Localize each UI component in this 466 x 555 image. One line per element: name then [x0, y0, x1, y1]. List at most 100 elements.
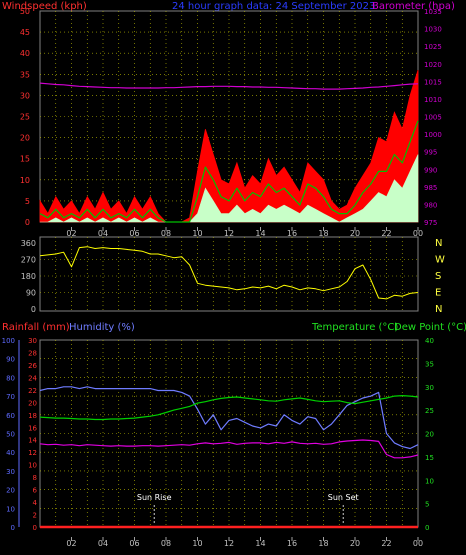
barometer-tick-1000: 1000: [424, 131, 442, 139]
temp-time-label-08: 08: [161, 539, 171, 548]
temperature-series: [39, 395, 419, 421]
temperature-tick-20: 20: [425, 431, 434, 439]
temp-time-label-22: 22: [381, 539, 391, 548]
barometer-tick-1015: 1015: [424, 78, 442, 86]
barometer-tick-985: 985: [424, 184, 437, 192]
humidity-tick-20: 20: [6, 487, 15, 495]
humidity-tick-100: 100: [2, 337, 15, 345]
direction-tick-360: 360: [21, 239, 36, 248]
direction-series: [39, 246, 419, 300]
temperature-tick-25: 25: [425, 407, 434, 415]
wind-time-label-00: 00: [413, 229, 423, 238]
chart-title: 24 hour graph data: 24 September 2023: [172, 1, 375, 12]
rainfall-tick-6: 6: [33, 487, 38, 495]
temp-panel-grid: [40, 340, 418, 527]
temperature-tick-40: 40: [425, 337, 434, 345]
compass-label-4: N: [435, 304, 442, 315]
sun-marker-label-0: Sun Rise: [137, 493, 172, 502]
temp-time-label-16: 16: [287, 539, 297, 548]
temp-time-label-10: 10: [192, 539, 202, 548]
direction-series-line: [39, 246, 419, 300]
sun-markers: Sun Rise Sun Set: [137, 493, 359, 525]
temperature-tick-5: 5: [425, 501, 429, 509]
temp-time-label-04: 04: [98, 539, 108, 548]
humidity-axis: 0 10 20 30 40 50 60 70 80 90 100: [2, 337, 20, 532]
wind-low-series: [40, 154, 419, 223]
temperature-axis-title: Temperature (°C): [311, 322, 398, 333]
temp-series: [39, 386, 419, 529]
temperature-axis: 0 5 10 15 20 25 30 35 40: [425, 337, 434, 532]
sun-marker-label-1: Sun Set: [328, 493, 359, 502]
temp-time-label-12: 12: [224, 539, 234, 548]
humidity-tick-90: 90: [6, 356, 15, 364]
humidity-tick-70: 70: [6, 393, 15, 401]
barometer-tick-1025: 1025: [424, 43, 442, 51]
windspeed-axis-title: Windspeed (kph): [2, 1, 87, 12]
humidity-tick-10: 10: [6, 505, 15, 513]
direction-degree-axis: 0 90 180 270 360: [21, 239, 36, 314]
temp-time-label-06: 06: [129, 539, 139, 548]
compass-label-0: N: [435, 238, 442, 249]
temp-time-label-18: 18: [318, 539, 328, 548]
humidity-tick-30: 30: [6, 468, 15, 476]
temp-time-axis: 02 04 06 08 10 12 14 16 18 20 22 00: [66, 537, 423, 548]
compass-label-3: E: [435, 288, 441, 299]
windspeed-tick-40: 40: [20, 49, 30, 58]
compass-label-2: S: [435, 271, 441, 282]
temp-time-label-02: 02: [66, 539, 76, 548]
rainfall-tick-2: 2: [33, 512, 37, 520]
humidity-axis-title: Humidity (%): [69, 322, 135, 333]
wind-time-label-10: 10: [192, 229, 202, 238]
windspeed-tick-35: 35: [20, 70, 30, 79]
barometer-tick-1035: 1035: [424, 8, 442, 16]
wind-time-axis: 02 04 06 08 10 12 14 16 18 20 22 00: [66, 227, 423, 238]
wind-time-label-16: 16: [287, 229, 297, 238]
windspeed-tick-10: 10: [20, 176, 30, 185]
wind-time-label-04: 04: [98, 229, 108, 238]
rainfall-tick-14: 14: [28, 437, 37, 445]
windspeed-tick-0: 0: [25, 218, 30, 227]
wind-gust-series: [39, 69, 419, 223]
humidity-tick-40: 40: [6, 449, 15, 457]
direction-tick-270: 270: [21, 256, 36, 265]
rainfall-tick-28: 28: [28, 349, 37, 357]
temp-time-label-14: 14: [255, 539, 265, 548]
rainfall-axis-title: Rainfall (mm): [2, 322, 70, 333]
windspeed-tick-30: 30: [20, 91, 30, 100]
windspeed-tick-5: 5: [25, 197, 30, 206]
temperature-tick-30: 30: [425, 384, 434, 392]
rainfall-tick-0: 0: [33, 524, 37, 532]
humidity-tick-80: 80: [6, 374, 15, 382]
wind-time-label-06: 06: [129, 229, 139, 238]
direction-tick-0: 0: [31, 305, 36, 314]
barometer-axis: 975 980 985 990 995 1000 1005 1010 1015 1020 1025 1…: [424, 8, 442, 227]
rainfall-tick-24: 24: [28, 374, 37, 382]
temperature-tick-15: 15: [425, 454, 434, 462]
dewpoint-axis-title: Dew Point (°C): [394, 322, 466, 333]
wind-series: [39, 69, 419, 223]
rainfall-tick-26: 26: [28, 362, 37, 370]
windspeed-tick-50: 50: [20, 7, 30, 16]
compass-label-1: W: [435, 255, 445, 266]
rainfall-tick-4: 4: [33, 499, 38, 507]
rainfall-tick-22: 22: [28, 387, 37, 395]
wind-time-label-14: 14: [255, 229, 265, 238]
barometer-tick-1010: 1010: [424, 96, 442, 104]
barometer-tick-990: 990: [424, 166, 437, 174]
barometer-tick-1020: 1020: [424, 61, 442, 69]
rainfall-tick-8: 8: [33, 474, 37, 482]
humidity-tick-50: 50: [6, 431, 15, 439]
rainfall-tick-30: 30: [28, 337, 37, 345]
temperature-tick-35: 35: [425, 360, 434, 368]
rainfall-tick-18: 18: [28, 412, 37, 420]
barometer-tick-1005: 1005: [424, 114, 442, 122]
humidity-tick-60: 60: [6, 412, 15, 420]
rainfall-tick-10: 10: [28, 462, 37, 470]
humidity-series: [39, 386, 419, 450]
barometer-tick-980: 980: [424, 201, 437, 209]
